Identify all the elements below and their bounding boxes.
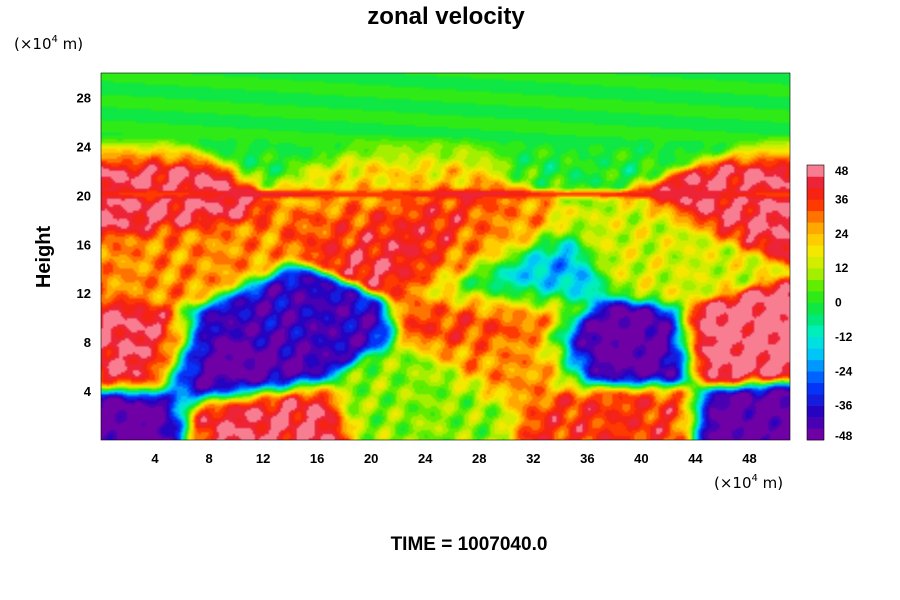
colorbar-segment: [807, 291, 824, 303]
y-tick-label: 28: [77, 90, 91, 105]
x-tick-label: 16: [310, 451, 324, 466]
colorbar-tick-label: -24: [835, 364, 853, 378]
colorbar-segment: [807, 256, 824, 269]
colorbar-segment: [807, 405, 824, 418]
x-tick-label: 48: [742, 451, 756, 466]
colorbar-segment: [807, 165, 824, 177]
x-tick-label: 20: [364, 451, 378, 466]
y-axis-label: Height: [33, 226, 55, 289]
x-tick-labels: 4 8 12 16 20 24 28 32 36 40 44 48: [151, 451, 756, 466]
colorbar-segment: [807, 222, 824, 235]
x-tick-label: 12: [256, 451, 270, 466]
x-axis-unit: (×104 m): [714, 473, 783, 492]
colorbar-tick-label: 0: [835, 296, 842, 310]
time-label: TIME = 1007040.0: [391, 534, 548, 555]
y-axis-unit-prefix: (×10: [14, 35, 52, 53]
colorbar-segment: [807, 233, 824, 246]
y-tick-label: 8: [84, 335, 91, 350]
colorbar-segment: [807, 176, 824, 189]
y-tick-label: 4: [84, 384, 92, 399]
x-tick-label: 36: [580, 451, 594, 466]
colorbar-segment: [807, 382, 824, 395]
colorbar-segment: [807, 336, 824, 349]
colorbar-segment: [807, 417, 824, 429]
x-tick-label: 4: [151, 451, 159, 466]
colorbar-tick-labels: 48 36 24 12 0 -12 -24 -36 -48: [835, 164, 853, 443]
colorbar-tick-label: -12: [835, 330, 853, 344]
chart-title: zonal velocity: [367, 3, 525, 30]
colorbar-tick-label: 36: [835, 192, 849, 206]
y-axis-unit: (×104 m): [14, 34, 83, 53]
colorbar-tick-label: 12: [835, 261, 849, 275]
colorbar-segment: [807, 187, 824, 200]
colorbar-segment: [807, 245, 824, 257]
colorbar-segment: [807, 199, 824, 212]
colorbar-tick-label: 48: [835, 164, 849, 178]
velocity-field: [101, 73, 790, 440]
colorbar-segment: [807, 302, 824, 315]
x-tick-label: 40: [634, 451, 648, 466]
y-tick-labels: 4 8 12 16 20 24 28: [77, 90, 92, 399]
y-tick-label: 24: [77, 139, 92, 154]
y-tick-label: 20: [77, 188, 91, 203]
x-axis-unit-prefix: (×10: [714, 474, 752, 492]
colorbar-segment: [807, 313, 824, 326]
colorbar: [806, 164, 825, 441]
colorbar-segment: [807, 371, 824, 384]
x-axis-unit-suffix: m): [758, 474, 783, 492]
colorbar-frame: [806, 164, 825, 441]
colorbar-tick-label: -36: [835, 399, 853, 413]
x-tick-label: 24: [418, 451, 433, 466]
colorbar-segment: [807, 325, 824, 338]
colorbar-tick-label: -48: [835, 429, 853, 443]
x-tick-label: 44: [688, 451, 703, 466]
colorbar-segment: [807, 428, 824, 441]
x-axis-unit-exponent: 4: [752, 473, 758, 484]
plot-frame: [100, 72, 791, 441]
colorbar-segment: [807, 210, 824, 223]
y-tick-label: 12: [77, 286, 91, 301]
x-tick-label: 32: [526, 451, 540, 466]
y-axis-unit-suffix: m): [58, 35, 83, 53]
x-tick-label: 28: [472, 451, 486, 466]
colorbar-tick-label: 24: [835, 227, 849, 241]
colorbar-segment: [807, 348, 824, 361]
x-tick-label: 8: [205, 451, 212, 466]
colorbar-segment: [807, 394, 824, 406]
colorbar-segment: [807, 279, 824, 292]
colorbar-segment: [807, 268, 824, 280]
y-axis-unit-exponent: 4: [52, 34, 58, 45]
colorbar-segment: [807, 359, 824, 372]
y-tick-label: 16: [77, 237, 91, 252]
